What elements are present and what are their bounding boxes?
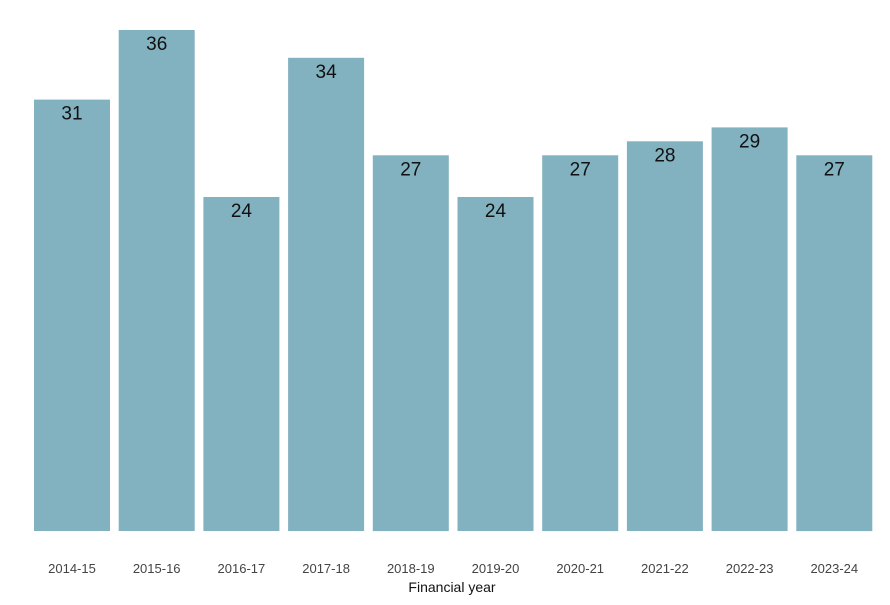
value-label-2016-17: 24	[231, 201, 253, 222]
value-label-2019-20: 24	[485, 201, 507, 222]
x-tick-2023-24: 2023-24	[810, 561, 858, 576]
x-tick-labels-group: 2014-15 2015-16 2016-17 2017-18 2018-19 2019-…	[48, 561, 858, 576]
bar-2018-19	[372, 155, 449, 532]
bar-2015-16	[118, 30, 195, 531]
bars-group	[34, 30, 873, 532]
bar-2017-18	[288, 57, 365, 532]
x-tick-2017-18: 2017-18	[302, 561, 350, 576]
x-tick-2019-20: 2019-20	[472, 561, 520, 576]
x-tick-2018-19: 2018-19	[387, 561, 435, 576]
x-axis-title: Financial year	[408, 579, 495, 595]
x-tick-2016-17: 2016-17	[218, 561, 266, 576]
value-label-2017-18: 34	[316, 62, 338, 83]
value-label-2015-16: 36	[146, 34, 167, 55]
x-tick-2020-21: 2020-21	[556, 561, 604, 576]
value-label-2022-23: 29	[739, 131, 760, 152]
bar-2021-22	[626, 141, 703, 532]
value-label-2014-15: 31	[61, 104, 82, 125]
x-tick-2022-23: 2022-23	[726, 561, 774, 576]
value-label-2023-24: 27	[824, 159, 845, 180]
x-tick-2021-22: 2021-22	[641, 561, 689, 576]
bar-2023-24	[796, 155, 873, 532]
bar-2014-15	[34, 99, 110, 531]
bar-2016-17	[203, 197, 280, 531]
x-tick-2015-16: 2015-16	[133, 561, 181, 576]
bar-2019-20	[457, 197, 534, 531]
x-tick-2014-15: 2014-15	[48, 561, 96, 576]
bar-2020-21	[542, 155, 619, 532]
value-label-2021-22: 28	[654, 145, 675, 166]
value-label-2018-19: 27	[400, 159, 421, 180]
bar-2022-23	[711, 127, 788, 532]
value-label-2020-21: 27	[570, 159, 591, 180]
value-labels-group: 31 36 24 34 27 24 27 28 29 27	[61, 34, 844, 222]
